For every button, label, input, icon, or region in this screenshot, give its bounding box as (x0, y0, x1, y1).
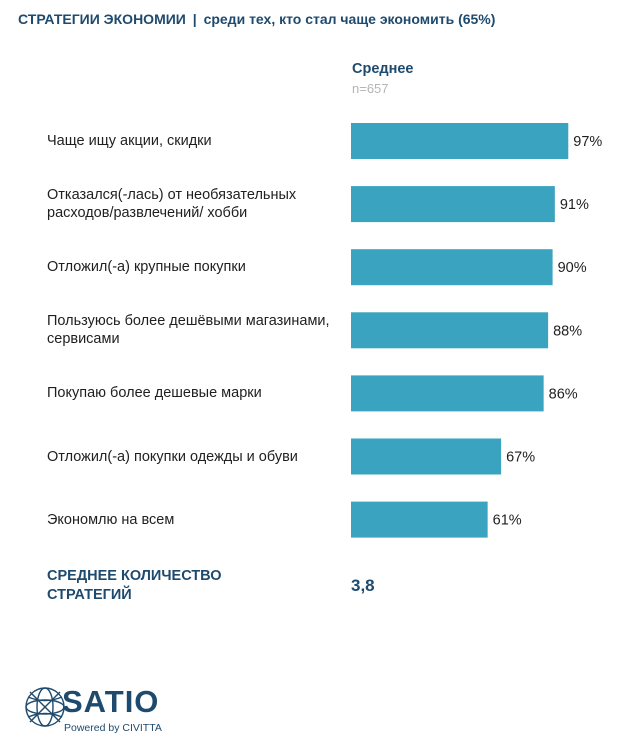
bar-1 (351, 123, 569, 159)
summary-label: СРЕДНЕЕ КОЛИЧЕСТВО СТРАТЕГИЙ (47, 567, 222, 605)
chart-title: СТРАТЕГИИ ЭКОНОМИИ | среди тех, кто стал… (18, 11, 608, 27)
sample-size: n=657 (352, 81, 389, 96)
bar-6 (351, 438, 502, 475)
category-label-2: Отказался(-лась) от необязательных расхо… (47, 187, 297, 222)
category-label-7: Экономлю на всем (47, 511, 175, 528)
title-main: СТРАТЕГИИ ЭКОНОМИИ (18, 11, 186, 27)
bar-7 (351, 501, 488, 538)
category-label-3: Отложил(-а) крупные покупки (47, 259, 246, 276)
title-separator: | (192, 11, 197, 27)
bar-chart: 97% 91% 90% 88% 86% 67% 61% (351, 123, 602, 538)
data-label-1: 97% (573, 134, 602, 150)
data-label-4: 88% (553, 323, 582, 339)
column-header: Среднее (352, 61, 414, 77)
bar-5 (351, 375, 544, 412)
title-subtitle: среди тех, кто стал чаще экономить (65%) (203, 11, 496, 27)
summary-value: 3,8 (351, 576, 375, 595)
data-label-5: 86% (549, 386, 578, 402)
logo-subtext: Powered by CIVITTA (64, 722, 162, 734)
bar-3 (351, 249, 553, 286)
satio-globe-icon (25, 687, 65, 727)
summary-label-line2: СТРАТЕГИЙ (47, 587, 132, 603)
logo-text: SATIO (62, 684, 160, 719)
data-label-3: 90% (558, 260, 587, 276)
bar-2 (351, 186, 555, 223)
summary-label-line1: СРЕДНЕЕ КОЛИЧЕСТВО (47, 568, 222, 584)
bar-4 (351, 312, 549, 349)
data-label-7: 61% (493, 513, 522, 529)
data-label-6: 67% (506, 450, 535, 466)
category-label-1: Чаще ищу акции, скидки (47, 133, 212, 149)
category-label-4: Пользуюсь более дешёвыми магазинами, сер… (47, 313, 330, 348)
category-label-6: Отложил(-а) покупки одежды и обуви (47, 448, 298, 465)
data-label-2: 91% (560, 197, 589, 213)
category-label-5: Покупаю более дешевые марки (47, 385, 262, 402)
